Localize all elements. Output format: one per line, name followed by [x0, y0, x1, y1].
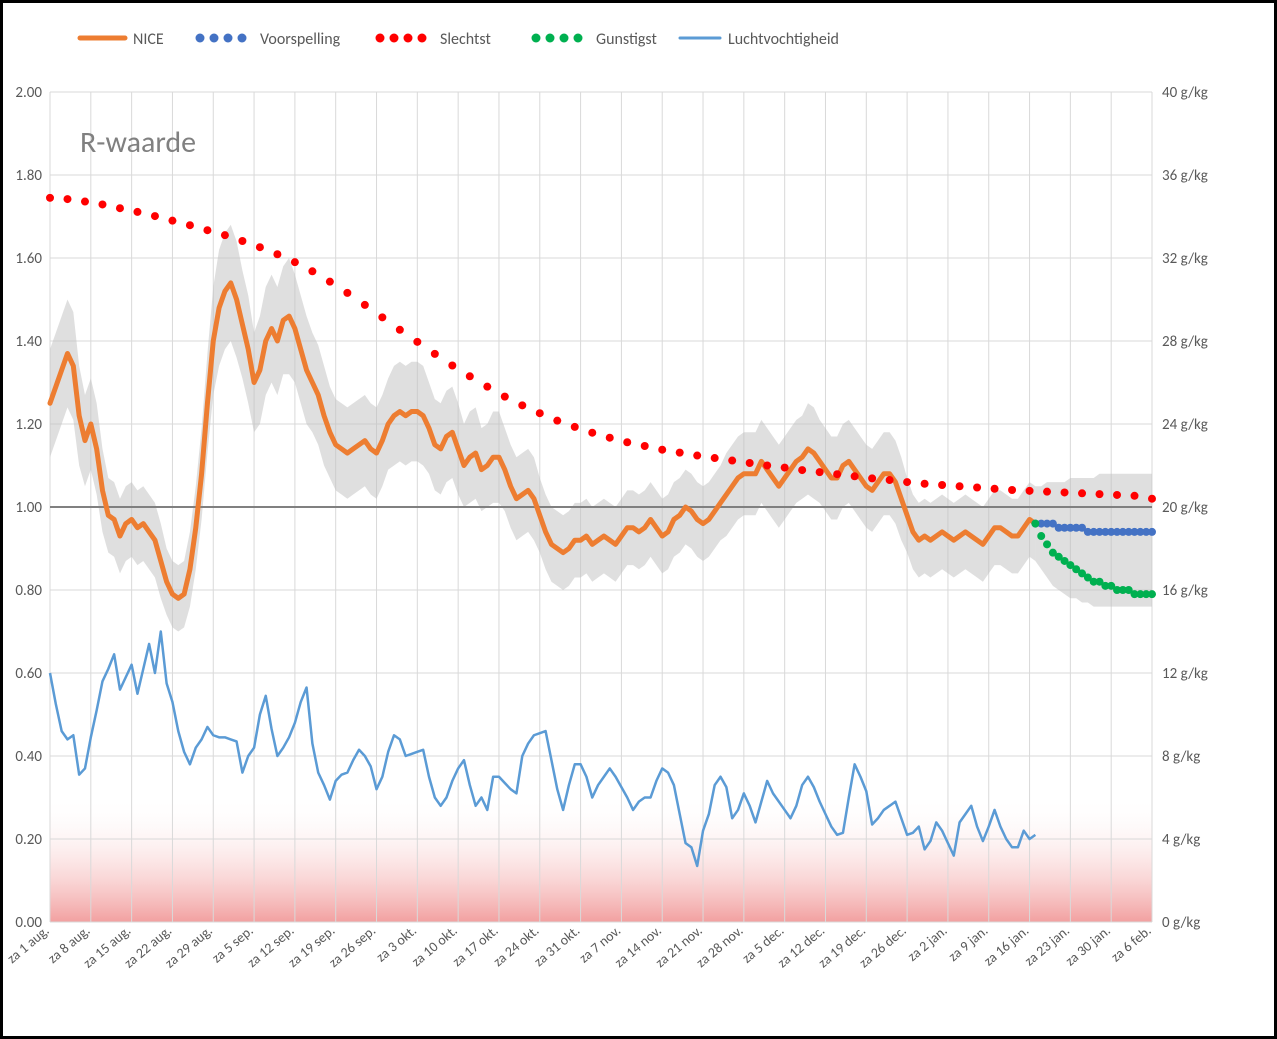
yleft-tick: 1.20 [15, 416, 42, 434]
legend-swatch-slechtst [404, 34, 413, 43]
yright-tick: 12 g/kg [1162, 665, 1208, 683]
legend-swatch-voorspelling [224, 34, 233, 43]
yleft-tick: 0.80 [15, 582, 42, 600]
chart-root: 0.000.200.400.600.801.001.201.401.601.80… [0, 0, 1277, 1039]
x-tick: za 31 okt. [531, 922, 584, 970]
x-tick: za 6 feb. [1107, 922, 1154, 965]
legend-label-gunstigst: Gunstigst [596, 30, 658, 49]
yright-tick: 8 g/kg [1162, 748, 1200, 766]
legend-swatch-slechtst [376, 34, 385, 43]
yright-tick: 20 g/kg [1162, 499, 1208, 517]
legend-swatch-gunstigst [532, 34, 541, 43]
yright-tick: 40 g/kg [1162, 84, 1208, 102]
x-tick: za 2 jan. [904, 922, 950, 965]
yright-tick: 28 g/kg [1162, 333, 1208, 351]
legend: NICE Voorspelling Slechtst Gunstigst Luchtvo… [80, 30, 839, 49]
legend-label-slechtst: Slechtst [440, 30, 491, 49]
legend-swatch-gunstigst [546, 34, 555, 43]
yright-tick: 32 g/kg [1162, 250, 1208, 268]
legend-swatch-voorspelling [210, 34, 219, 43]
yright-tick: 36 g/kg [1162, 167, 1208, 185]
yright-tick: 16 g/kg [1162, 582, 1208, 600]
yright-tick: 0 g/kg [1162, 914, 1200, 932]
yright-tick: 4 g/kg [1162, 831, 1200, 849]
yleft-tick: 1.80 [15, 167, 42, 185]
legend-swatch-slechtst [418, 34, 427, 43]
legend-swatch-gunstigst [574, 34, 583, 43]
legend-label-nice: NICE [133, 30, 164, 49]
x-tick: za 30 jan. [1062, 922, 1114, 969]
yleft-tick: 1.60 [15, 250, 42, 268]
yleft-tick: 0.20 [15, 831, 42, 849]
x-tick: za 16 jan. [980, 922, 1032, 969]
chart-annotation: R-waarde [80, 124, 196, 161]
yright-tick: 24 g/kg [1162, 416, 1208, 434]
yleft-tick: 2.00 [15, 84, 42, 102]
legend-label-lucht: Luchtvochtigheid [728, 30, 839, 49]
yleft-tick: 0.40 [15, 748, 42, 766]
legend-label-voorspelling: Voorspelling [260, 30, 341, 49]
x-tick: za 23 jan. [1021, 922, 1073, 969]
nice-band [50, 225, 1035, 632]
legend-swatch-gunstigst [560, 34, 569, 43]
yleft-tick: 0.60 [15, 665, 42, 683]
yleft-tick: 1.00 [15, 499, 42, 517]
legend-swatch-voorspelling [196, 34, 205, 43]
legend-swatch-slechtst [390, 34, 399, 43]
yleft-tick: 1.40 [15, 333, 42, 351]
rose-band [50, 798, 1152, 923]
legend-swatch-voorspelling [238, 34, 247, 43]
